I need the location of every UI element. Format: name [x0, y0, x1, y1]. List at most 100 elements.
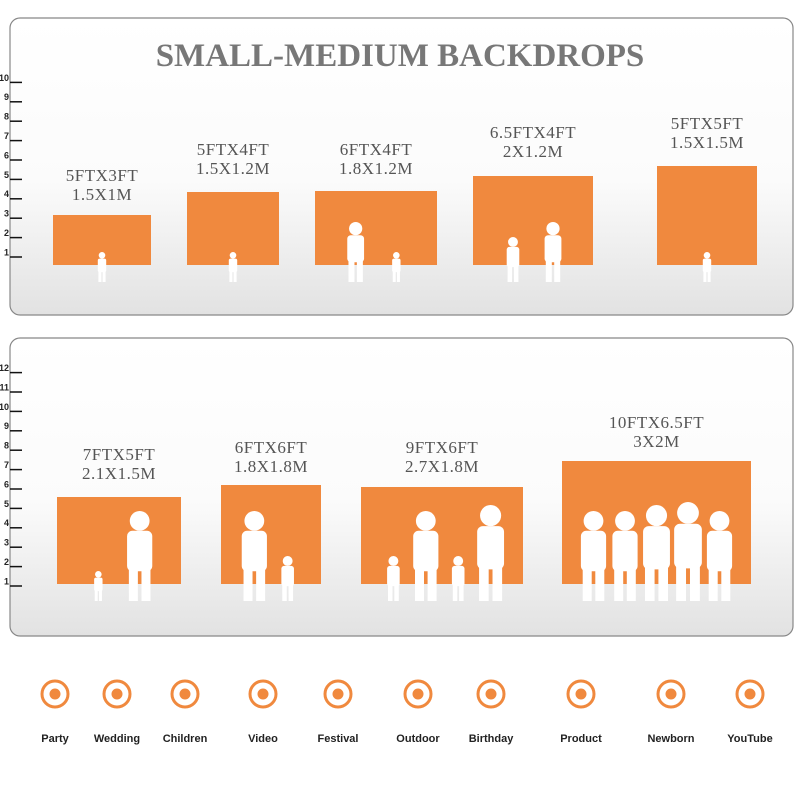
icon — [735, 679, 765, 709]
size-m: 3X2M — [633, 432, 679, 451]
silhouette — [674, 502, 702, 601]
icon-shape — [332, 688, 344, 700]
icon-shape — [476, 679, 506, 709]
leg — [427, 557, 437, 601]
leg — [356, 253, 363, 282]
size-ft: 6FTX6FT — [235, 438, 308, 457]
leg — [595, 557, 605, 601]
size-ft: 6.5FTX4FT — [490, 123, 576, 142]
silhouette — [347, 222, 365, 282]
silhouette — [392, 252, 401, 282]
leg — [229, 267, 233, 282]
icon-shape — [485, 688, 497, 700]
leg — [676, 553, 687, 601]
icon-shape — [665, 688, 677, 700]
size-m: 2X1.2M — [503, 142, 563, 161]
size-ft: 10FTX6.5FT — [609, 413, 704, 432]
leg — [708, 557, 718, 601]
leg — [392, 267, 396, 282]
head — [453, 556, 464, 566]
head — [480, 505, 502, 527]
head — [703, 252, 711, 259]
head — [282, 556, 293, 566]
head — [709, 511, 730, 531]
leg — [507, 260, 513, 282]
ruler-label: 12 — [0, 363, 9, 373]
leg — [582, 557, 592, 601]
icon-label: Party — [41, 733, 69, 745]
icon — [248, 679, 278, 709]
size-m: 2.7X1.8M — [405, 457, 479, 476]
leg — [545, 253, 552, 282]
leg — [492, 554, 503, 601]
silhouette — [97, 252, 107, 282]
ruler-label: 8 — [4, 112, 9, 122]
leg — [703, 267, 707, 282]
backdrop — [657, 166, 757, 265]
ruler-label: 4 — [4, 518, 9, 528]
silhouette — [706, 511, 733, 601]
silhouette — [413, 511, 439, 601]
silhouette — [506, 237, 520, 282]
size-ft: 6FTX4FT — [340, 140, 413, 159]
leg — [128, 557, 138, 601]
ruler-label: 7 — [4, 460, 9, 470]
silhouette — [451, 556, 465, 601]
leg — [243, 557, 253, 601]
size-ft: 9FTX6FT — [406, 438, 479, 457]
icon-shape — [323, 679, 353, 709]
icon-shape — [102, 679, 132, 709]
head — [98, 252, 106, 259]
ruler-label: 1 — [4, 247, 9, 257]
leg — [415, 557, 424, 601]
size-ft: 7FTX5FT — [83, 445, 156, 464]
leg — [452, 579, 458, 601]
ruler-label: 10 — [0, 402, 9, 412]
icon — [476, 679, 506, 709]
leg — [233, 267, 237, 282]
ruler-label: 10 — [0, 73, 9, 83]
leg — [98, 586, 102, 601]
leg — [459, 579, 464, 601]
icon-shape — [111, 688, 123, 700]
icon-shape — [49, 688, 61, 700]
icon-shape — [403, 679, 433, 709]
silhouette — [281, 556, 294, 601]
leg — [94, 586, 98, 601]
icon — [323, 679, 353, 709]
backdrop — [315, 191, 437, 265]
leg — [98, 267, 102, 282]
head — [508, 237, 518, 247]
leg — [644, 554, 655, 601]
icon-label: Wedding — [94, 733, 140, 745]
icon-shape — [40, 679, 70, 709]
icon — [566, 679, 596, 709]
silhouette — [477, 505, 505, 601]
head — [645, 505, 668, 527]
size-m: 1.5X1.2M — [196, 159, 270, 178]
leg — [513, 260, 519, 282]
leg — [102, 267, 106, 282]
head — [95, 571, 102, 578]
leg — [658, 554, 669, 601]
leg — [141, 557, 151, 601]
ruler-label: 9 — [4, 421, 9, 431]
icon-label: Festival — [318, 733, 359, 745]
leg — [396, 267, 400, 282]
ruler-label: 6 — [4, 150, 9, 160]
silhouette — [241, 511, 267, 601]
leg — [288, 579, 294, 601]
backdrop — [57, 497, 181, 584]
icon-label: Video — [248, 733, 278, 745]
size-m: 1.5X1M — [72, 185, 132, 204]
leg — [626, 557, 636, 601]
head — [388, 556, 399, 566]
silhouette — [643, 505, 670, 601]
head — [244, 511, 265, 531]
leg — [554, 253, 561, 282]
size-ft: 5FTX5FT — [671, 114, 744, 133]
leg — [348, 253, 355, 282]
ruler-label: 5 — [4, 499, 9, 509]
silhouette — [228, 252, 238, 282]
silhouette — [580, 511, 607, 601]
